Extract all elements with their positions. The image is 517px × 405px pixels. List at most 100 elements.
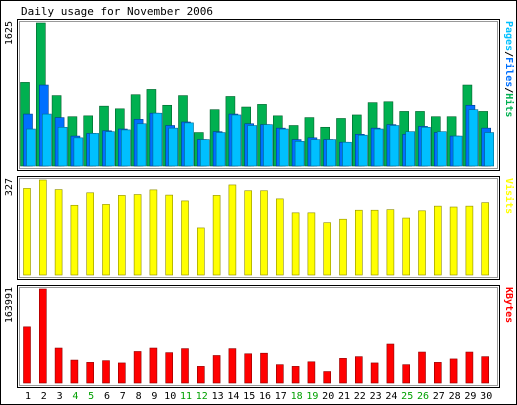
- bar-kbytes-day-23: [370, 362, 379, 384]
- bar-visits-day-12: [197, 227, 205, 276]
- bar-visits-day-15: [244, 190, 252, 276]
- bar-kbytes-day-3: [54, 347, 63, 384]
- panel-frame: [17, 19, 500, 171]
- day-label-5: 5: [88, 391, 94, 402]
- bar-visits-day-19: [307, 212, 316, 276]
- bar-kbytes-day-19: [307, 361, 316, 384]
- bar-visits-day-29: [465, 205, 474, 276]
- day-label-9: 9: [151, 391, 157, 402]
- day-label-16: 16: [259, 391, 271, 402]
- bar-pages-day-4: [73, 137, 84, 167]
- bar-pages-day-22: [357, 134, 368, 167]
- bar-visits-day-26: [418, 210, 426, 276]
- bar-visits-day-16: [260, 190, 268, 276]
- bar-pages-day-27: [436, 131, 447, 167]
- bar-kbytes-day-9: [149, 347, 158, 384]
- bar-kbytes-day-2: [38, 288, 47, 384]
- y-max-label: 163991: [4, 287, 15, 323]
- bar-visits-day-7: [118, 195, 126, 276]
- panel-kbytes: 163991 KBytes: [4, 285, 514, 388]
- bar-kbytes-day-17: [275, 364, 284, 384]
- bar-kbytes-day-27: [433, 362, 442, 384]
- bar-kbytes-day-1: [23, 326, 31, 384]
- panel-visits: 327 Visits: [4, 176, 515, 280]
- bar-pages-day-17: [278, 128, 289, 167]
- bar-visits-day-25: [402, 217, 411, 276]
- bar-visits-day-28: [449, 206, 458, 276]
- day-label-20: 20: [322, 391, 334, 402]
- bar-visits-day-23: [370, 209, 379, 276]
- bar-kbytes-day-11: [181, 348, 189, 384]
- bar-pages-day-18: [294, 141, 305, 167]
- bar-visits-day-10: [165, 194, 173, 276]
- bar-kbytes-day-8: [133, 351, 142, 384]
- bar-kbytes-day-29: [465, 351, 474, 384]
- y-axis-label-part: Files: [503, 57, 515, 87]
- bar-pages-day-25: [405, 131, 416, 167]
- day-label-22: 22: [354, 391, 366, 402]
- bar-pages-day-3: [57, 126, 68, 167]
- x-axis-day-labels: 1 2 3 4 5 6 7 8 9 10 11 12 13 14 15 16 17 18 19 20 21 22 23 24 2…: [25, 391, 492, 402]
- day-label-15: 15: [243, 391, 255, 402]
- bar-pages-day-21: [342, 141, 352, 167]
- bar-pages-day-7: [121, 129, 131, 167]
- bar-visits-day-3: [54, 189, 63, 276]
- bar-pages-day-14: [231, 114, 242, 167]
- day-label-8: 8: [136, 391, 142, 402]
- bar-pages-day-30: [484, 132, 495, 167]
- bar-visits-day-4: [70, 204, 79, 276]
- day-label-10: 10: [164, 391, 176, 402]
- bar-visits-day-24: [386, 209, 395, 276]
- day-label-13: 13: [212, 391, 224, 402]
- day-label-2: 2: [41, 391, 47, 402]
- bar-kbytes-day-22: [354, 356, 363, 384]
- panel-frame: [17, 285, 500, 388]
- panel-frame: [17, 176, 500, 280]
- bar-pages-day-2: [41, 113, 52, 167]
- day-label-18: 18: [291, 391, 303, 402]
- bar-visits-day-9: [149, 189, 158, 276]
- day-label-3: 3: [57, 391, 63, 402]
- bar-pages-day-26: [421, 126, 431, 167]
- bar-kbytes-day-26: [418, 351, 426, 384]
- bar-visits-day-20: [323, 222, 332, 276]
- bar-kbytes-day-12: [197, 366, 205, 384]
- day-label-14: 14: [227, 391, 239, 402]
- bar-kbytes-day-14: [228, 348, 237, 384]
- bar-visits-day-11: [181, 200, 189, 276]
- chart-title: Daily usage for November 2006: [21, 5, 213, 18]
- bar-pages-day-28: [452, 135, 463, 167]
- bar-kbytes-day-28: [449, 358, 458, 384]
- bar-pages-day-1: [26, 128, 36, 167]
- bar-pages-day-16: [263, 124, 273, 167]
- y-axis-label-part: KBytes: [503, 287, 514, 323]
- day-label-25: 25: [401, 391, 413, 402]
- bar-visits-day-13: [212, 195, 221, 276]
- bar-pages-day-11: [184, 122, 194, 167]
- y-axis-label-part: Visits: [503, 178, 515, 214]
- bar-kbytes-day-13: [212, 355, 221, 384]
- day-label-1: 1: [25, 391, 31, 402]
- bar-kbytes-day-4: [70, 359, 79, 384]
- bar-kbytes-day-30: [481, 356, 490, 384]
- bar-pages-day-24: [389, 125, 400, 167]
- y-axis-label-part: Pages: [503, 21, 514, 51]
- bar-pages-day-20: [326, 139, 337, 167]
- bar-visits-day-8: [133, 194, 142, 276]
- day-label-12: 12: [196, 391, 208, 402]
- y-axis-label-part: /: [503, 87, 514, 93]
- bar-kbytes-day-24: [386, 343, 395, 384]
- y-axis-label: Pages/Files/Hits: [503, 21, 515, 117]
- bar-visits-day-6: [102, 204, 110, 276]
- bar-visits-day-21: [339, 218, 347, 276]
- bar-pages-day-19: [310, 139, 321, 167]
- bar-visits-day-27: [433, 205, 442, 276]
- day-label-6: 6: [104, 391, 110, 402]
- bar-visits-day-2: [38, 179, 47, 276]
- bar-pages-day-15: [247, 125, 257, 167]
- day-label-23: 23: [370, 391, 382, 402]
- day-label-26: 26: [417, 391, 429, 402]
